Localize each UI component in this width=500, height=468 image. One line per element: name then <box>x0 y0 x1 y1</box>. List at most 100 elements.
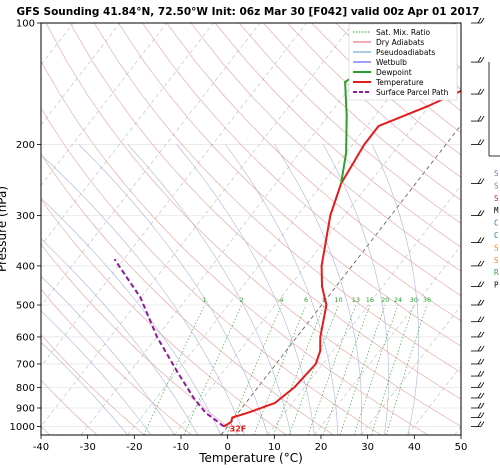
wind-barb <box>471 178 485 184</box>
isotherm-line <box>41 23 354 427</box>
mixing-ratio-label: 13 <box>352 296 360 304</box>
barb-flag <box>477 421 482 427</box>
wind-barb <box>471 358 485 365</box>
barb-flag <box>480 237 485 243</box>
wind-barb <box>471 88 485 95</box>
mixing-ratio-line <box>323 304 371 435</box>
barb-flag <box>480 316 485 322</box>
dry-adiabat-line <box>41 153 334 435</box>
barb-flag <box>477 331 482 338</box>
sidebar-letter: R <box>494 268 499 277</box>
wind-barb <box>471 345 485 352</box>
wind-barb <box>471 331 485 338</box>
mixing-ratio-label: 2 <box>240 296 244 304</box>
pseudoadiabat-line <box>176 144 315 435</box>
legend-label: Sat. Mix. Ratio <box>376 28 430 37</box>
series-line-temperature <box>223 89 461 428</box>
barb-flag <box>480 402 485 409</box>
dry-adiabat-line <box>190 23 461 272</box>
mixing-ratio-label: 10 <box>334 296 342 304</box>
pseudoadiabat-line <box>323 144 389 435</box>
isotherm-line <box>360 305 461 435</box>
isotherm-line <box>220 124 461 435</box>
barb-flag <box>477 412 482 418</box>
dry-adiabat-line <box>69 23 461 400</box>
isotherm-line <box>41 23 167 186</box>
isotherm-line <box>41 23 121 126</box>
x-tick-label: -40 <box>33 442 49 453</box>
barb-flag <box>477 139 482 145</box>
legend-label: Dewpoint <box>376 68 412 77</box>
y-tick-label: 500 <box>16 301 35 312</box>
wind-barb <box>471 237 485 243</box>
mixing-ratio-label: 16 <box>366 296 374 304</box>
barb-flag <box>477 56 482 63</box>
barb-flag <box>480 382 485 388</box>
barb-flag <box>477 210 482 216</box>
barb-flag <box>477 178 482 184</box>
wind-barb <box>471 392 485 399</box>
barb-flag <box>477 281 482 287</box>
wind-barb <box>471 210 485 216</box>
y-tick-label: 1000 <box>10 422 35 433</box>
axes: -40 -30 -20 -10 0 10 20 30 40 50 100 200 300 400 500 60… <box>10 19 468 454</box>
x-tick-label: -30 <box>79 442 95 453</box>
y-tick-label: 800 <box>16 383 35 394</box>
background-lines: 1 2 4 6 8 10 13 16 20 24 30 36 <box>41 23 461 435</box>
barb-flag <box>480 281 485 287</box>
mixing-ratio-line <box>339 304 386 435</box>
barb-flag <box>480 260 485 267</box>
sidebar-letter: C <box>494 219 499 228</box>
isotherm-line <box>80 23 401 435</box>
mixing-ratio-label: 20 <box>381 296 389 304</box>
x-tick-label: 10 <box>268 442 281 453</box>
mixing-ratio-line <box>183 304 242 435</box>
barb-flag <box>477 358 482 365</box>
pseudoadiabat-line <box>41 341 128 435</box>
mixing-ratio-label: 8 <box>322 296 326 304</box>
barb-flag <box>480 331 485 338</box>
pseudoadiabat-line <box>41 275 175 435</box>
chart-title: GFS Sounding 41.84°N, 72.50°W Init: 06z … <box>17 6 480 18</box>
sidebar-letter: S <box>494 169 499 178</box>
mixing-ratio-line <box>143 304 205 435</box>
y-tick-label: 600 <box>16 332 35 343</box>
barb-flag <box>480 392 485 399</box>
x-tick-label: -20 <box>126 442 142 453</box>
wind-barb <box>471 56 485 63</box>
wind-barb <box>471 402 485 409</box>
dry-adiabat-line <box>263 23 461 201</box>
barb-flag <box>480 56 485 63</box>
barb-flag <box>477 382 482 388</box>
barb-flag <box>480 370 485 377</box>
pseudoadiabat-line <box>371 144 419 435</box>
isotherm-line <box>41 23 261 307</box>
sidebar-letter: S <box>494 243 499 252</box>
mixing-ratio-line <box>307 304 357 435</box>
dry-adiabat-line <box>238 23 461 224</box>
y-tick-label: 400 <box>16 261 35 272</box>
mixing-ratio-label: 6 <box>304 296 308 304</box>
dry-adiabat-line <box>41 243 240 435</box>
barb-flag <box>480 178 485 184</box>
x-tick-label: 0 <box>224 442 230 453</box>
sidebar-letter: S <box>494 256 499 265</box>
barb-flag <box>480 358 485 365</box>
sidebar-letter: S <box>494 181 499 190</box>
plot-frame <box>40 22 462 436</box>
dry-adiabat-line <box>41 198 287 435</box>
mixing-ratio-line <box>371 304 415 435</box>
y-tick-label: 900 <box>16 403 35 414</box>
wind-barb <box>471 382 485 388</box>
x-tick-label: 50 <box>455 442 468 453</box>
sidebar-letter: S <box>494 194 499 203</box>
wind-barb <box>471 412 485 418</box>
legend-label: Dry Adiabats <box>376 38 424 47</box>
barb-flag <box>477 260 482 267</box>
barb-flag <box>480 421 485 427</box>
barb-flag <box>477 88 482 95</box>
barb-flag <box>477 237 482 243</box>
mixing-ratio-line <box>253 304 307 435</box>
